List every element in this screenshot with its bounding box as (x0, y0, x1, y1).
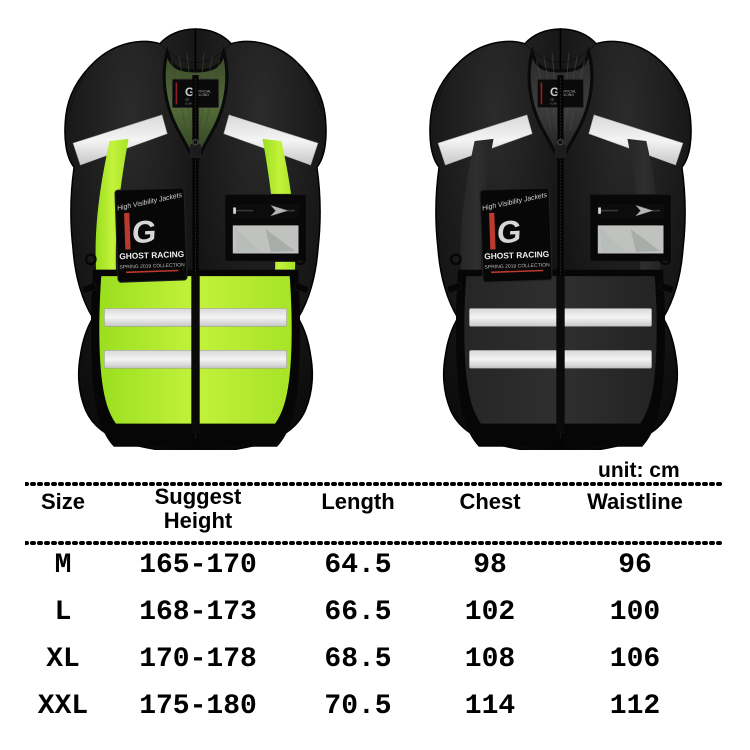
svg-text:XL-96: XL-96 (550, 102, 557, 105)
svg-text:XL-96: XL-96 (185, 102, 192, 105)
svg-text:CE: CE (550, 98, 554, 102)
svg-text:G: G (496, 213, 523, 250)
svg-text:G: G (131, 213, 158, 250)
svg-text:CE: CE (185, 98, 189, 102)
